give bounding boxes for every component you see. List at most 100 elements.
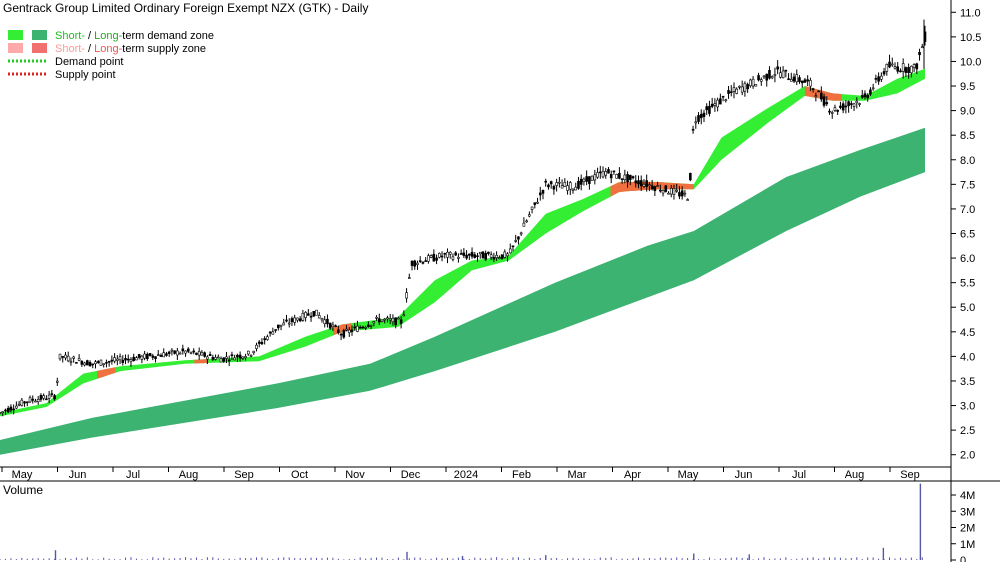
price-candle <box>476 252 479 262</box>
price-candle <box>830 110 834 119</box>
price-candle <box>852 102 856 112</box>
candle-body <box>899 70 902 73</box>
candle-body <box>618 172 621 179</box>
price-candle <box>560 179 564 189</box>
price-candle <box>244 353 247 361</box>
price-candle <box>920 43 924 49</box>
candle-body <box>508 248 512 254</box>
candle-body <box>888 61 891 68</box>
price-candle <box>585 170 588 186</box>
price-candle <box>247 350 250 356</box>
candle-body <box>66 355 70 362</box>
y-tick-label: 9.0 <box>960 106 975 118</box>
candle-body <box>629 174 632 180</box>
price-candle <box>206 355 209 365</box>
price-candle <box>749 78 752 88</box>
price-candle <box>137 354 141 360</box>
candle-body <box>789 79 793 82</box>
price-candle <box>629 174 632 186</box>
candle-body <box>530 206 534 210</box>
candle-body <box>405 292 408 299</box>
price-candle <box>268 331 272 337</box>
price-candle <box>781 66 785 79</box>
price-candle <box>860 89 864 99</box>
y-tick-label: 5.5 <box>960 278 975 290</box>
price-candle <box>579 174 583 191</box>
candle-body <box>345 328 348 331</box>
candle-body <box>538 192 542 196</box>
price-candle <box>367 321 370 328</box>
candle-body <box>116 358 119 361</box>
candle-body <box>560 185 564 189</box>
price-candle <box>451 253 455 262</box>
price-candle <box>659 184 662 193</box>
price-candle <box>604 167 608 179</box>
candle-body <box>186 348 190 352</box>
candle-body <box>156 354 160 356</box>
candle-body <box>388 318 392 321</box>
x-tick-label: Jun <box>69 469 87 481</box>
candle-body <box>809 80 812 87</box>
candle-body <box>347 329 351 333</box>
candle-body <box>195 352 198 355</box>
price-candle <box>56 377 59 386</box>
price-candle <box>738 85 741 90</box>
candle-body <box>907 67 910 74</box>
price-candle <box>839 101 842 110</box>
legend-demand-long: Long- <box>94 30 122 42</box>
candle-body <box>53 395 56 400</box>
price-candle <box>457 253 460 263</box>
y-tick-label: 3.5 <box>960 376 975 388</box>
price-candle <box>634 175 638 188</box>
price-candle <box>841 101 845 114</box>
candle-body <box>135 357 138 361</box>
candle-body <box>230 354 234 356</box>
price-candle <box>377 313 381 325</box>
legend-long-demand-swatch <box>32 30 47 40</box>
price-candle <box>211 354 215 361</box>
price-candle <box>140 354 144 364</box>
price-candle <box>820 86 823 102</box>
x-tick-label: Jul <box>792 469 806 481</box>
candle-body <box>612 170 616 173</box>
candle-body <box>440 255 444 258</box>
y-tick-label: 6.0 <box>960 253 975 265</box>
candle-body <box>751 78 755 87</box>
candle-body <box>91 363 95 366</box>
candles-layer <box>0 19 927 417</box>
candle-body <box>866 94 869 99</box>
price-candle <box>418 256 422 263</box>
price-candle <box>118 353 122 365</box>
candle-body <box>836 109 839 112</box>
price-candle <box>773 67 777 83</box>
long-term-zone-layer <box>0 127 925 455</box>
price-candle <box>664 185 668 193</box>
candle-body <box>184 350 187 354</box>
candle-body <box>331 324 335 328</box>
candle-body <box>588 176 591 184</box>
candle-body <box>372 321 376 324</box>
price-candle <box>350 325 354 336</box>
candle-body <box>544 180 548 183</box>
price-candle <box>427 253 430 264</box>
candle-body <box>129 359 133 363</box>
legend-supply-zone-text: Short- / Long-term supply zone <box>55 43 206 55</box>
price-candle <box>358 325 362 329</box>
price-candle <box>885 63 889 76</box>
candle-body <box>17 403 21 406</box>
candle-body <box>920 46 924 49</box>
legend-demand-zone-text: Short- / Long-term demand zone <box>55 30 214 42</box>
price-candle <box>473 252 477 259</box>
price-candle <box>186 347 190 354</box>
price-candle <box>266 334 269 341</box>
candle-body <box>558 181 561 184</box>
price-candle <box>345 325 348 332</box>
legend-supply-long: Long- <box>94 43 122 55</box>
price-candle <box>23 401 26 407</box>
price-candle <box>882 67 886 77</box>
candle-body <box>208 354 212 356</box>
candle-body <box>571 188 575 191</box>
candle-body <box>724 99 728 101</box>
candle-body <box>266 336 269 340</box>
price-candle <box>710 97 714 109</box>
